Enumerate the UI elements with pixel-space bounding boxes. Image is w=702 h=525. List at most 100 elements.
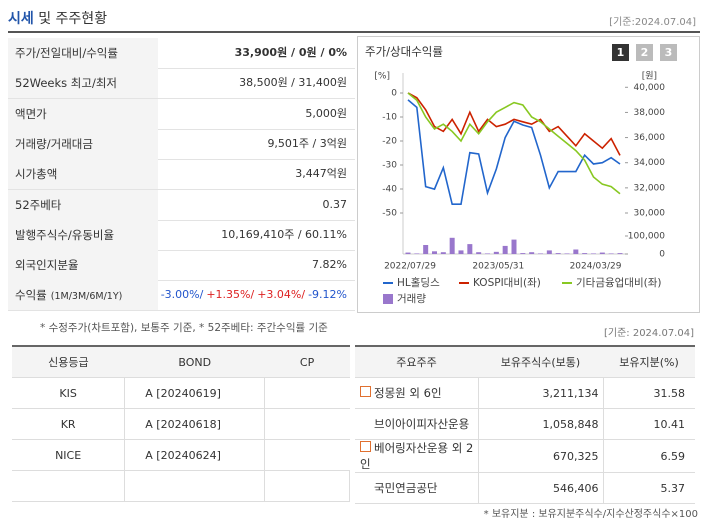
summary-row: 52Weeks 최고/최저 38,500원 / 31,400원: [8, 68, 355, 100]
holder-name-text: 국민연금공단: [374, 481, 438, 495]
legend-label: 거래량: [397, 293, 426, 305]
volume-bar: [617, 253, 623, 254]
volume-bar: [520, 253, 526, 254]
tab[interactable]: [612, 44, 629, 61]
credit-cell: A [20240624]: [124, 439, 266, 471]
summary-value: 3,447억원: [295, 167, 347, 181]
holder-pct: 6.59: [603, 439, 695, 473]
volume-bar: [546, 250, 552, 254]
credit-row: KIS A [20240619]: [12, 377, 350, 409]
x-tick-label: 2024/03/29: [570, 262, 622, 272]
header-cell: CP: [264, 346, 350, 378]
volume-bar: [414, 253, 420, 254]
credit-cell: [264, 439, 350, 471]
credit-cell: [124, 470, 266, 502]
y2-tick-label: 34,000: [634, 158, 666, 168]
y-tick-label: -50: [382, 209, 397, 219]
volume-tick-label: 0: [659, 250, 665, 260]
title-main: 시세: [8, 11, 34, 27]
holder-shares: 1,058,848: [478, 408, 604, 440]
credit-cell: [264, 408, 350, 440]
summary-label: 거래량/거래대금: [8, 128, 158, 159]
y-axis-label: [%]: [374, 72, 390, 82]
summary-row: 주가/전일대비/수익률 33,900원 / 0원 / 0%: [8, 38, 355, 69]
tab-label: 3: [665, 46, 673, 59]
header-cell: BOND: [124, 346, 265, 378]
holder-name: 국민연금공단: [355, 472, 479, 504]
rule: [8, 31, 700, 33]
header-cell: 주요주주: [355, 346, 478, 378]
credit-row: NICE A [20240624]: [12, 439, 350, 471]
summary-value: 9,501주 / 3억원: [267, 136, 347, 150]
returns-sublabel: (1M/3M/6M/1Y): [50, 291, 123, 303]
summary-value: 7.82%: [312, 258, 347, 272]
tab[interactable]: [636, 44, 653, 61]
volume-bar: [405, 252, 411, 254]
summary-label: 액면가: [8, 98, 158, 129]
volume-bar: [555, 253, 561, 254]
summary-label: 수익률 (1M/3M/6M/1Y): [8, 280, 158, 311]
volume-bar: [564, 253, 570, 254]
y2-tick-label: 32,000: [634, 183, 666, 193]
volume-bar: [467, 244, 473, 254]
summary-row: 시가총액 3,447억원: [8, 159, 355, 191]
holder-pct: 31.58: [603, 377, 695, 409]
summary-row: 발행주식수/유동비율 10,169,410주 / 60.11%: [8, 219, 355, 251]
y2-axis-label: [원]: [642, 71, 657, 82]
return-value: +3.04%/: [257, 288, 306, 302]
holders-date: [기준: 2024.07.04]: [603, 328, 694, 339]
summary-row: 거래량/거래대금 9,501주 / 3억원: [8, 128, 355, 160]
holder-name-text: 베어링자산운용 외 2인: [360, 441, 474, 471]
chart-title: 주가/상대수익률: [365, 45, 443, 59]
line: [407, 92, 621, 156]
summary-label: 52Weeks 최고/최저: [8, 68, 158, 99]
volume-bar: [591, 253, 596, 254]
holders-note: * 보유지분 : 보유지분주식수/지수산정주식수×100: [483, 509, 698, 520]
date: [기준:2024.07.04]: [609, 17, 696, 28]
summary-row: 외국인지분율 7.82%: [8, 250, 355, 282]
holder-shares: 3,211,134: [478, 377, 604, 409]
y-tick-label: -20: [382, 137, 397, 147]
summary-value: 0.37: [322, 197, 348, 211]
volume-bar: [493, 251, 499, 254]
holder-shares: 670,325: [478, 439, 604, 473]
y2-tick-label: 40,000: [634, 83, 666, 93]
volume-bar: [529, 252, 535, 254]
credit-cell: [264, 470, 350, 502]
line: [407, 99, 621, 205]
tab-label: 2: [641, 46, 649, 59]
y2-tick-label: 38,000: [634, 108, 666, 118]
volume-bar: [449, 237, 455, 254]
summary-value: 5,000원: [305, 106, 347, 120]
tab[interactable]: [660, 44, 677, 61]
y2-tick-label: 36,000: [634, 133, 666, 143]
line: [407, 92, 621, 195]
summary-value: 10,169,410주 / 60.11%: [221, 227, 347, 241]
summary-row: 수익률 (1M/3M/6M/1Y) -3.00%/+1.35%/+3.04%/-9.…: [8, 280, 355, 312]
summary-value: 33,900원 / 0원 / 0%: [234, 46, 347, 59]
return-value: -3.00%/: [160, 288, 204, 302]
header-row: 주요주주 보유주식수(보통) 보유지분(%): [355, 346, 695, 378]
credit-table: 신용등급 BOND CP KIS A [20240619] KR A [20240618] N…: [12, 345, 350, 502]
return-value: -9.12%: [308, 288, 347, 302]
holder-pct: 10.41: [603, 408, 695, 440]
y-tick-label: 0: [391, 89, 397, 99]
holder-row: 국민연금공단 546,406 5.37: [355, 472, 695, 504]
legend-label: 기타금융업대비(좌): [576, 276, 661, 289]
holder-name: 브이아이피자산운용: [355, 408, 479, 440]
volume-tick-label: 100,000: [628, 232, 665, 242]
summary-label: 외국인지분율: [8, 250, 158, 281]
credit-cell: NICE: [12, 439, 126, 471]
volume-bar: [423, 245, 429, 254]
credit-cell: A [20240618]: [124, 408, 266, 440]
credit-cell: A [20240619]: [124, 377, 266, 409]
tab-label: 1: [617, 46, 625, 59]
credit-row: [12, 470, 350, 502]
x-tick-label: 2023/05/31: [472, 262, 524, 272]
summary-value: 38,500원 / 31,400원: [239, 76, 347, 90]
expand-icon[interactable]: [360, 386, 371, 397]
expand-icon[interactable]: [360, 441, 371, 452]
volume-bar: [538, 253, 543, 254]
return-value: +1.35%/: [206, 288, 255, 302]
volume-bar: [485, 253, 490, 254]
